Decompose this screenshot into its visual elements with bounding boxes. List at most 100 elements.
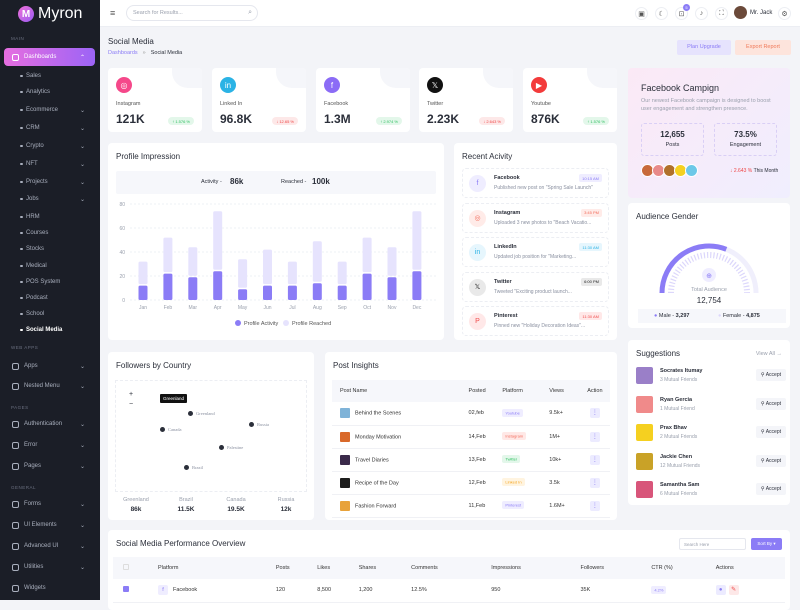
dark-mode-icon[interactable]: ☾ bbox=[655, 7, 668, 20]
view-all-link[interactable]: View All → bbox=[755, 351, 782, 357]
sidebar-item-medical[interactable]: Medical bbox=[4, 258, 95, 274]
sidebar-item-nft[interactable]: NFT ⌄ bbox=[4, 156, 95, 172]
campaign-change: ↓ 2.643 % This Month bbox=[730, 168, 779, 174]
platform-name: Facebook bbox=[173, 587, 198, 594]
post-name[interactable]: Behind the Scenes bbox=[355, 410, 402, 417]
activity-item-facebook[interactable]: f Facebook Published new post on "Spring S… bbox=[462, 168, 609, 198]
activity-item-twitter[interactable]: 𝕏 Twitter Tweeted "Exciting product launch… bbox=[462, 271, 609, 302]
column-header: Actions bbox=[715, 557, 785, 579]
select-all-checkbox[interactable] bbox=[123, 564, 129, 570]
settings-gear-icon[interactable]: ⚙ bbox=[778, 7, 791, 20]
export-report-button[interactable]: Export Report bbox=[735, 40, 791, 55]
sidebar-item-authentication[interactable]: Authentication ⌄ bbox=[4, 416, 95, 432]
language-icon[interactable]: ▣ bbox=[635, 7, 648, 20]
suggestion-name[interactable]: Socrates Itumay bbox=[660, 368, 703, 374]
card-title: Post Insights bbox=[333, 361, 379, 370]
suggestion-name[interactable]: Ryan Gercia bbox=[660, 396, 693, 403]
suggestion-name[interactable]: Samantha Sam bbox=[660, 482, 700, 488]
sidebar-item-pages[interactable]: Pages ⌄ bbox=[4, 458, 95, 474]
y-tick-label: 0 bbox=[122, 298, 125, 304]
sidebar-item-utilities[interactable]: Utilities ⌄ bbox=[4, 559, 95, 575]
sidebar-item-ecommerce[interactable]: Ecommerce ⌄ bbox=[4, 102, 95, 118]
followers-value: 35K bbox=[580, 579, 652, 603]
sidebar-item-error[interactable]: Error ⌄ bbox=[4, 437, 95, 453]
sidebar-item-social-media[interactable]: Social Media bbox=[4, 322, 95, 338]
edit-icon[interactable]: ✎ bbox=[728, 585, 739, 596]
sidebar-item-apps[interactable]: Apps ⌄ bbox=[4, 358, 95, 374]
map-marker-brazil[interactable]: Brazil bbox=[184, 465, 203, 471]
activity-item-pinterest[interactable]: P Pinterest Pinned new "Holiday Decoration… bbox=[462, 306, 609, 336]
sidebar-item-projects[interactable]: Projects ⌄ bbox=[4, 174, 95, 190]
more-actions-icon[interactable]: ⋮ bbox=[589, 431, 600, 442]
sidebar-item-school[interactable]: School bbox=[4, 306, 95, 322]
bar-activity-oct bbox=[362, 273, 372, 300]
accept-button[interactable]: ⚲ Accept bbox=[755, 397, 786, 410]
accept-button[interactable]: ⚲ Accept bbox=[755, 483, 786, 495]
sidebar-item-pos-system[interactable]: POS System bbox=[4, 274, 95, 290]
campaign-description: Our newest Facebook campaign is designed… bbox=[641, 98, 771, 112]
more-actions-icon[interactable]: ⋮ bbox=[589, 454, 600, 465]
sidebar-item-podcast[interactable]: Podcast bbox=[4, 290, 95, 306]
sidebar-item-hrm[interactable]: HRM bbox=[4, 209, 95, 225]
stat-change-badge: ↑ 1.576 % bbox=[168, 117, 194, 125]
map-marker-canada[interactable]: Canada bbox=[160, 427, 182, 433]
suggestion-name[interactable]: Prax Bhav bbox=[660, 425, 687, 431]
more-actions-icon[interactable]: ⋮ bbox=[589, 408, 600, 419]
search-icon[interactable]: ⌕ bbox=[248, 9, 252, 16]
sidebar-item-dashboards[interactable]: Dashboards ⌃ bbox=[4, 48, 95, 66]
bar-reached-sep bbox=[337, 261, 347, 285]
activity-time: 10:15 AM bbox=[579, 174, 602, 182]
post-name[interactable]: Recipe of the Day bbox=[355, 479, 399, 486]
sidebar-item-forms[interactable]: Forms ⌄ bbox=[4, 496, 95, 512]
zoom-out-button[interactable]: − bbox=[129, 401, 134, 408]
menu-toggle-icon[interactable]: ≡ bbox=[110, 8, 116, 18]
search-input[interactable]: Search for Results... ⌕ bbox=[126, 5, 258, 21]
accept-button[interactable]: ⚲ Accept bbox=[755, 369, 786, 381]
world-map[interactable]: + − Greenland Greenland Canada Russia Pales… bbox=[115, 380, 307, 492]
sidebar-item-stocks[interactable]: Stocks bbox=[4, 241, 95, 257]
avatar bbox=[636, 481, 653, 498]
suggestion-name[interactable]: Jackie Chen bbox=[660, 453, 693, 460]
sidebar-item-crypto[interactable]: Crypto ⌄ bbox=[4, 138, 95, 154]
sidebar-item-analytics[interactable]: Analytics bbox=[4, 84, 95, 100]
sidebar-item-courses[interactable]: Courses bbox=[4, 225, 95, 241]
authentication-icon bbox=[12, 420, 19, 428]
map-marker-palestine[interactable]: Palestine bbox=[219, 445, 243, 451]
post-name-cell: Monday Motivation bbox=[332, 425, 469, 449]
post-name[interactable]: Fashion Forward bbox=[355, 502, 397, 509]
more-actions-icon[interactable]: ⋮ bbox=[589, 500, 600, 511]
overview-search-input[interactable]: Search Here bbox=[679, 538, 746, 550]
stat-label: Youtube bbox=[531, 101, 551, 107]
accept-button[interactable]: ⚲ Accept bbox=[755, 454, 786, 467]
breadcrumb-dashboards[interactable]: Dashboards bbox=[108, 50, 138, 56]
user-avatar[interactable] bbox=[734, 6, 747, 19]
sidebar-item-widgets[interactable]: Widgets bbox=[4, 580, 95, 596]
map-marker-greenland[interactable]: Greenland bbox=[188, 411, 215, 417]
notification-bell-icon[interactable]: ♪ bbox=[695, 7, 708, 20]
zoom-in-button[interactable]: + bbox=[129, 391, 134, 398]
sidebar-item-jobs[interactable]: Jobs ⌄ bbox=[4, 191, 95, 207]
fullscreen-icon[interactable]: ⛶ bbox=[715, 7, 728, 20]
brand-logo[interactable]: M Myron bbox=[18, 5, 82, 23]
more-actions-icon[interactable]: ⋮ bbox=[589, 477, 600, 488]
post-name[interactable]: Monday Motivation bbox=[355, 433, 402, 440]
chevron-down-icon: ⌄ bbox=[79, 442, 85, 449]
accept-button[interactable]: ⚲ Accept bbox=[755, 426, 786, 438]
sidebar-item-nested-menu[interactable]: Nested Menu ⌄ bbox=[4, 378, 95, 394]
row-checkbox[interactable] bbox=[123, 586, 129, 593]
activity-item-instagram[interactable]: ◎ Instagram Uploaded 3 new photos to "Beac… bbox=[462, 202, 609, 233]
map-marker-russia[interactable]: Russia bbox=[249, 422, 269, 428]
view-icon[interactable]: ● bbox=[715, 585, 726, 596]
post-name[interactable]: Travel Diaries bbox=[355, 456, 389, 463]
sort-by-button[interactable]: Sort By ▾ bbox=[751, 538, 782, 550]
sidebar-item-crm[interactable]: CRM ⌄ bbox=[4, 120, 95, 136]
legend-marker-activity bbox=[235, 320, 241, 326]
sidebar-item-ui-elements[interactable]: UI Elements ⌄ bbox=[4, 517, 95, 533]
plan-upgrade-button[interactable]: Plan Upgrade bbox=[677, 40, 731, 55]
sidebar-item-advanced-ui[interactable]: Advanced UI ⌄ bbox=[4, 538, 95, 554]
activity-item-linkedin[interactable]: in LinkedIn Updated job position for "Mark… bbox=[462, 237, 609, 267]
cart-icon[interactable]: ⊡ 5 bbox=[675, 4, 690, 20]
bar-activity-may bbox=[238, 289, 248, 300]
user-name[interactable]: Mr. Jack bbox=[750, 10, 773, 16]
sidebar-item-sales[interactable]: Sales bbox=[4, 68, 95, 84]
